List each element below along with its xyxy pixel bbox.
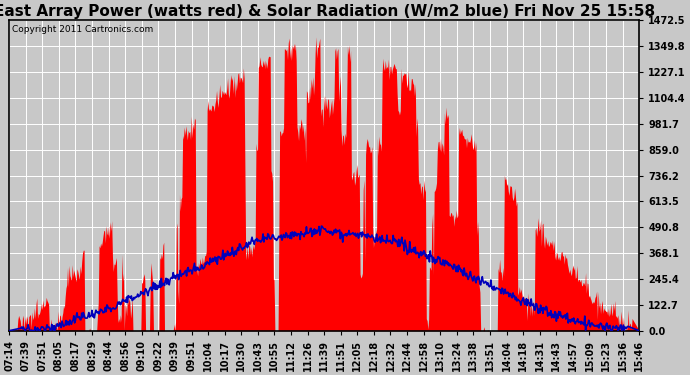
Text: Copyright 2011 Cartronics.com: Copyright 2011 Cartronics.com — [12, 25, 154, 34]
Title: East Array Power (watts red) & Solar Radiation (W/m2 blue) Fri Nov 25 15:58: East Array Power (watts red) & Solar Rad… — [0, 4, 655, 19]
